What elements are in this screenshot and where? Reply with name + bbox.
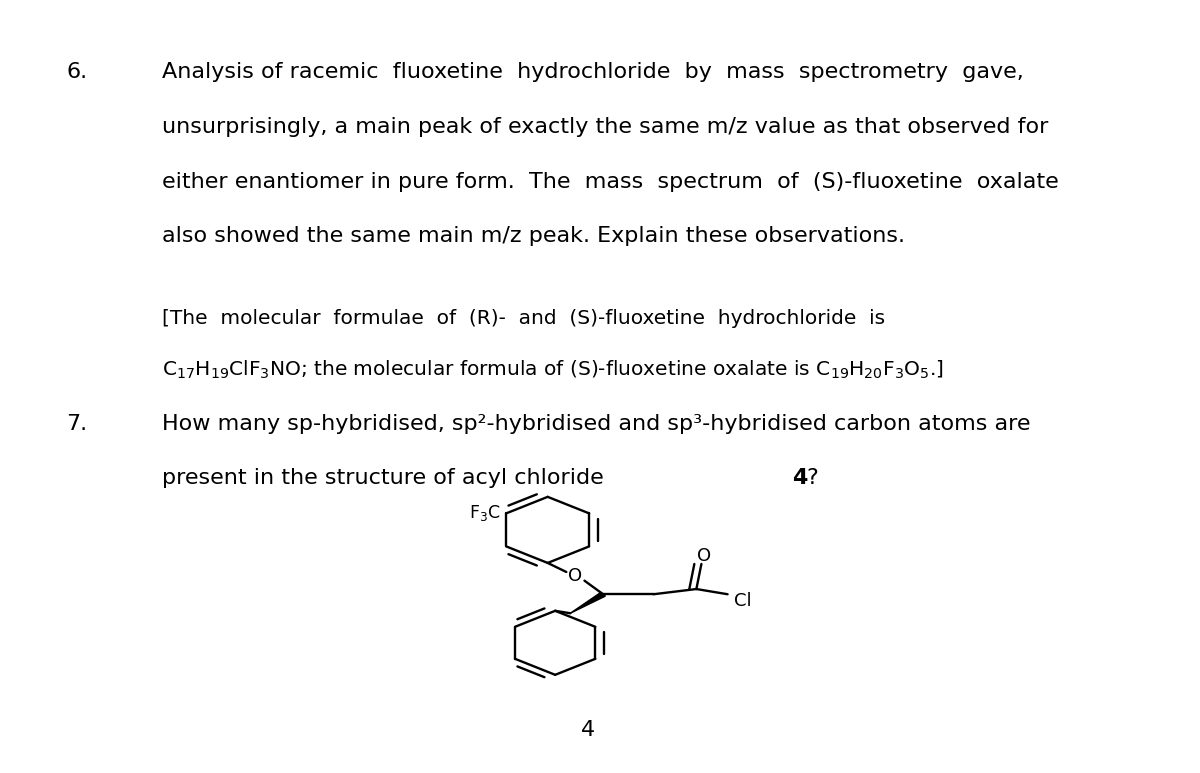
Text: Cl: Cl xyxy=(734,592,751,610)
Polygon shape xyxy=(570,592,605,613)
Text: 4: 4 xyxy=(792,468,808,489)
Text: [The  molecular  formulae  of  (R)-  and  (S)-fluoxetine  hydrochloride  is: [The molecular formulae of (R)- and (S)-… xyxy=(162,308,886,328)
Text: How many sp-hybridised, sp²-hybridised and sp³-hybridised carbon atoms are: How many sp-hybridised, sp²-hybridised a… xyxy=(162,414,1031,434)
Text: $\mathregular{C_{17}H_{19}ClF_{3}NO}$; the molecular formula of (S)-fluoxetine o: $\mathregular{C_{17}H_{19}ClF_{3}NO}$; t… xyxy=(162,358,943,380)
Text: F$_3$C: F$_3$C xyxy=(468,503,500,523)
Text: 7.: 7. xyxy=(66,414,88,434)
Text: ?: ? xyxy=(806,468,818,489)
Text: unsurprisingly, a main peak of exactly the same m/z value as that observed for: unsurprisingly, a main peak of exactly t… xyxy=(162,117,1049,137)
Text: also showed the same main m/z peak. Explain these observations.: also showed the same main m/z peak. Expl… xyxy=(162,226,905,247)
Text: either enantiomer in pure form.  The  mass  spectrum  of  (S)-fluoxetine  oxalat: either enantiomer in pure form. The mass… xyxy=(162,172,1058,192)
Text: O: O xyxy=(569,567,582,585)
Text: O: O xyxy=(697,547,710,565)
Text: present in the structure of acyl chloride: present in the structure of acyl chlorid… xyxy=(162,468,611,489)
Text: 4: 4 xyxy=(581,720,595,740)
Text: Analysis of racemic  fluoxetine  hydrochloride  by  mass  spectrometry  gave,: Analysis of racemic fluoxetine hydrochlo… xyxy=(162,62,1024,82)
Text: 6.: 6. xyxy=(66,62,88,82)
